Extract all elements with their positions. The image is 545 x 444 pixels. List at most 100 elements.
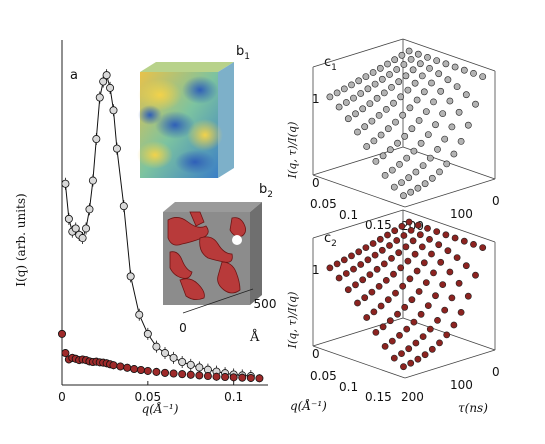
- correlation-point: [446, 97, 454, 105]
- filled-data-point: [169, 369, 178, 378]
- b2-scale-axis: [182, 288, 254, 314]
- filled-data-point: [246, 373, 255, 382]
- correlation-point: [396, 160, 403, 168]
- correlation-point: [409, 66, 417, 74]
- correlation-point: [418, 72, 426, 80]
- correlation-point: [371, 80, 379, 88]
- axis-box-edge: [404, 349, 496, 379]
- correlation-point: [424, 302, 432, 309]
- correlation-point: [446, 268, 454, 276]
- correlation-point: [380, 89, 388, 97]
- correlation-point: [430, 269, 437, 277]
- c2-qtick-1: 0.05: [310, 369, 337, 383]
- correlation-point: [335, 274, 343, 282]
- filled-data-point: [61, 349, 70, 358]
- open-data-point: [126, 272, 135, 281]
- b2-scale-unit: Å: [249, 329, 260, 345]
- correlation-point: [390, 99, 397, 107]
- correlation-point: [442, 231, 450, 239]
- c1-qtick-2: 0.1: [339, 208, 358, 222]
- correlation-point: [410, 318, 418, 326]
- correlation-point: [419, 162, 427, 169]
- struct-side-face: [250, 202, 262, 305]
- open-data-point: [169, 353, 178, 362]
- correlation-point: [422, 279, 430, 286]
- panel-a: a 0 0.05 0.1 q(Å⁻¹) I(q) (arb. units): [14, 40, 268, 416]
- correlation-point: [380, 260, 388, 268]
- correlation-point: [392, 118, 399, 126]
- c1-qtick-3: 0.15: [365, 218, 392, 232]
- filled-data-point: [136, 365, 145, 374]
- correlation-point: [472, 271, 479, 279]
- correlation-point: [420, 88, 428, 96]
- correlation-point: [479, 244, 487, 251]
- correlation-point: [428, 250, 435, 258]
- correlation-point: [354, 128, 361, 136]
- correlation-point: [451, 63, 459, 71]
- cube-side-face: [218, 62, 234, 178]
- c2-ztick-1: 1: [312, 263, 320, 277]
- correlation-point: [405, 218, 413, 226]
- struct-void: [232, 235, 242, 245]
- c2-tautick-100: 100: [450, 378, 473, 392]
- correlation-point: [361, 123, 369, 131]
- panel-a-xtick-label: 0.05: [134, 390, 161, 404]
- correlation-point: [342, 270, 350, 277]
- correlation-point: [390, 270, 397, 278]
- c1-ztick-0: 0: [312, 176, 320, 190]
- correlation-point: [426, 325, 434, 333]
- c2-taulabel: τ(ns): [458, 401, 488, 415]
- correlation-point: [411, 79, 419, 87]
- correlation-point: [362, 73, 370, 80]
- correlation-point: [470, 70, 477, 77]
- correlation-point: [395, 249, 403, 257]
- correlation-point: [437, 258, 445, 266]
- correlation-point: [408, 125, 416, 133]
- correlation-point: [417, 310, 425, 318]
- correlation-point: [437, 87, 445, 95]
- correlation-point: [386, 146, 394, 154]
- correlation-point: [403, 325, 411, 333]
- panel-c1-label: c1: [324, 55, 337, 73]
- filled-data-point: [186, 370, 195, 379]
- correlation-point: [393, 237, 401, 244]
- correlation-point: [370, 137, 378, 145]
- correlation-point: [414, 221, 422, 229]
- correlation-point: [357, 90, 365, 97]
- correlation-point: [434, 316, 441, 324]
- open-data-point: [186, 360, 195, 369]
- correlation-point: [388, 337, 396, 345]
- correlation-point: [355, 77, 363, 85]
- struct-pores: [167, 211, 246, 300]
- correlation-point: [464, 292, 472, 300]
- c2-qtick-2: 0.1: [339, 380, 358, 394]
- correlation-point: [421, 351, 429, 359]
- panel-a-points: [58, 69, 264, 383]
- correlation-point: [378, 75, 386, 83]
- correlation-point: [375, 112, 383, 119]
- correlation-point: [428, 174, 436, 182]
- correlation-point: [426, 154, 434, 162]
- correlation-point: [443, 331, 451, 339]
- correlation-point: [400, 363, 407, 371]
- correlation-point: [403, 154, 411, 162]
- correlation-point: [397, 264, 405, 272]
- correlation-point: [368, 117, 376, 125]
- panel-a-xtick-label: 0: [58, 390, 66, 404]
- correlation-point: [450, 321, 458, 329]
- correlation-point: [364, 256, 372, 264]
- correlation-point: [384, 296, 392, 304]
- filled-data-point: [238, 373, 247, 382]
- open-data-point: [85, 205, 94, 214]
- correlation-point: [401, 132, 409, 140]
- correlation-point: [404, 257, 412, 265]
- correlation-point: [426, 65, 433, 72]
- panel-c1: c1 I(q, τ)/I(q) 1 0 0.05 0.1 0.15 200 10…: [286, 38, 500, 233]
- correlation-point: [404, 86, 412, 94]
- cube-speckle: [137, 76, 223, 174]
- correlation-point: [424, 224, 431, 232]
- correlation-point: [451, 234, 459, 242]
- open-data-point: [102, 71, 111, 80]
- c1-qtick-1: 0.05: [310, 197, 337, 211]
- open-data-point: [109, 106, 118, 115]
